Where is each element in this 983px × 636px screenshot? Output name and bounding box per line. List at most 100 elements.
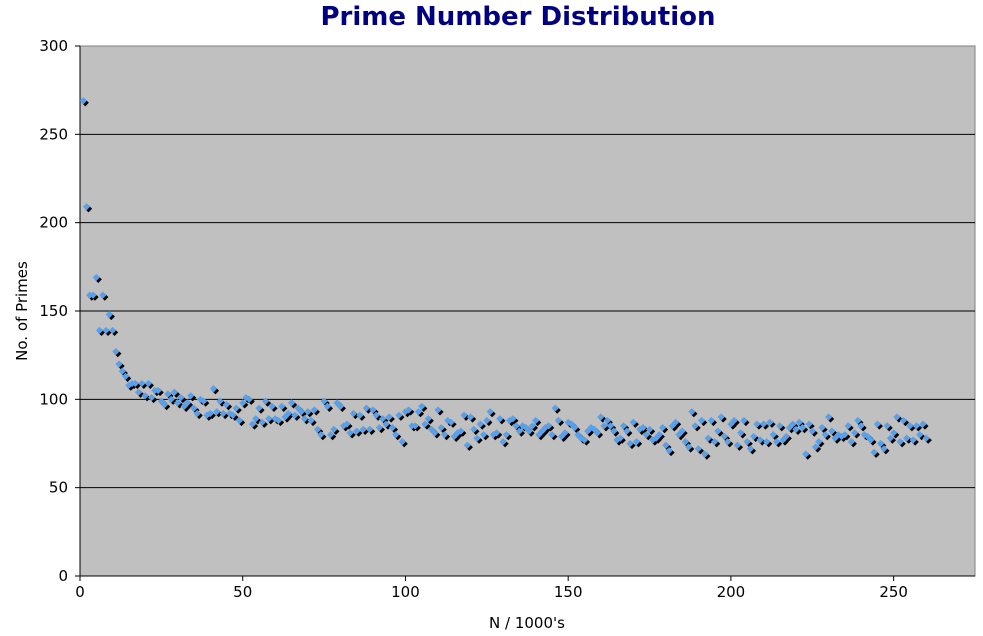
data-point xyxy=(313,425,322,433)
data-point xyxy=(831,434,839,442)
data-point xyxy=(554,416,563,425)
data-point xyxy=(590,425,598,433)
data-point xyxy=(704,434,712,442)
data-point xyxy=(261,397,270,405)
data-point xyxy=(401,408,410,416)
data-point xyxy=(805,420,813,428)
y-axis-ticks: 0 50 100 150 200 250 300 xyxy=(39,37,80,585)
data-point xyxy=(899,416,907,425)
data-point xyxy=(353,427,361,435)
data-point xyxy=(460,411,468,419)
data-point xyxy=(912,422,921,430)
data-point-shadow xyxy=(215,410,223,418)
data-point xyxy=(170,388,178,396)
data-point xyxy=(483,416,491,425)
data-point xyxy=(206,409,214,418)
data-point xyxy=(655,431,663,439)
data-point xyxy=(258,418,266,426)
data-point xyxy=(105,310,113,319)
data-point xyxy=(372,411,380,419)
data-point xyxy=(216,397,224,405)
data-point xyxy=(909,436,917,444)
data-point xyxy=(512,422,520,430)
data-point xyxy=(662,441,670,449)
data-point xyxy=(92,273,100,282)
data-point xyxy=(642,431,650,439)
data-point-shadow xyxy=(602,424,610,432)
data-point xyxy=(453,429,462,437)
data-point-shadow xyxy=(892,431,900,439)
data-point xyxy=(632,438,641,446)
data-point xyxy=(291,411,299,419)
data-point xyxy=(785,424,794,432)
data-point xyxy=(841,431,849,439)
data-point-shadow xyxy=(280,404,288,412)
data-point xyxy=(548,431,556,439)
data-point xyxy=(161,401,169,409)
data-point-shadow xyxy=(563,431,571,439)
data-point xyxy=(392,431,400,439)
data-point-shadow xyxy=(595,431,604,439)
data-point xyxy=(346,429,354,437)
data-point xyxy=(327,431,335,439)
data-point-shadow xyxy=(852,431,861,439)
x-tick-label: 100 xyxy=(391,583,420,601)
data-point-shadow xyxy=(716,429,724,437)
data-point xyxy=(733,441,742,449)
data-point-shadow xyxy=(673,420,682,428)
data-point-shadow xyxy=(260,420,268,428)
data-point xyxy=(522,424,530,432)
data-point-shadow xyxy=(289,401,298,409)
data-point-shadow xyxy=(859,424,867,432)
data-point xyxy=(867,436,875,444)
gridlines xyxy=(80,133,975,489)
data-point-shadow xyxy=(329,433,337,441)
data-point xyxy=(919,420,927,428)
data-point xyxy=(671,418,680,426)
data-point xyxy=(916,431,924,439)
data-point xyxy=(121,372,130,380)
data-point-shadow xyxy=(869,438,877,446)
data-point xyxy=(317,431,325,439)
data-point xyxy=(398,438,406,446)
data-point-shadow xyxy=(830,429,838,437)
data-point xyxy=(190,404,198,412)
data-point xyxy=(864,432,872,441)
data-point xyxy=(903,434,911,442)
data-point xyxy=(619,422,628,430)
data-point-shadow xyxy=(872,450,880,458)
data-point xyxy=(229,411,237,419)
data-point xyxy=(265,415,273,423)
data-point-shadow xyxy=(475,436,483,444)
data-point-shadow xyxy=(641,426,649,434)
data-point xyxy=(245,395,253,403)
data-point xyxy=(724,438,732,446)
data-point-shadow xyxy=(241,401,249,409)
data-point xyxy=(541,424,549,432)
x-axis-ticks: 0 50 100 150 200 250 xyxy=(75,576,908,601)
data-point xyxy=(688,408,696,416)
data-point xyxy=(463,441,471,449)
data-point xyxy=(730,416,738,425)
data-point xyxy=(99,291,107,299)
data-point-shadow xyxy=(472,427,480,435)
data-point-shadow xyxy=(547,424,555,432)
data-point xyxy=(219,409,227,418)
data-point xyxy=(824,413,833,421)
data-point-shadow xyxy=(364,406,372,414)
data-point-shadow xyxy=(722,434,730,443)
data-point-shadow xyxy=(550,433,558,441)
data-point xyxy=(424,415,432,423)
data-point-shadow xyxy=(706,436,714,444)
data-point xyxy=(792,425,800,433)
data-point-shadow xyxy=(703,452,711,460)
data-point xyxy=(571,424,579,432)
data-point xyxy=(502,431,510,439)
data-point xyxy=(701,450,709,458)
data-point-shadow xyxy=(123,374,132,382)
data-point-shadow xyxy=(342,424,350,432)
data-point xyxy=(769,431,777,439)
data-point xyxy=(479,431,488,439)
data-point-shadow xyxy=(758,438,766,446)
data-point xyxy=(623,427,631,435)
